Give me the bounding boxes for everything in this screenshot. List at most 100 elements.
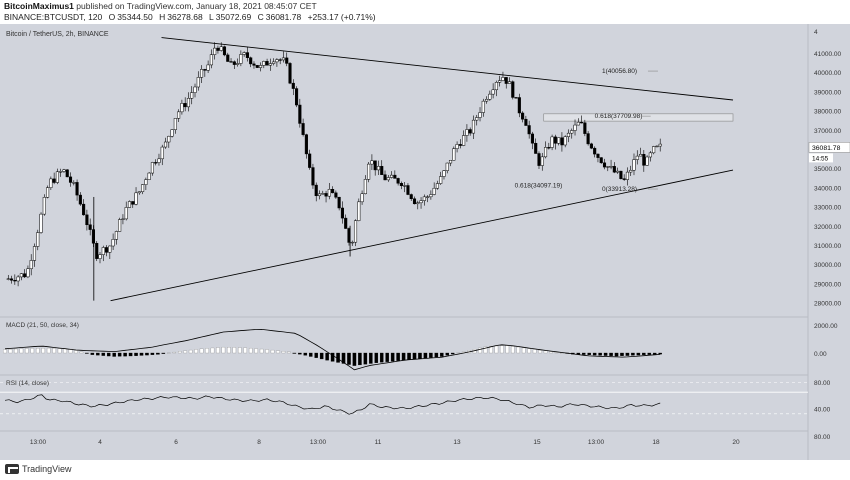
candle [157,158,161,163]
candle [530,133,534,144]
macd-histogram-bar [407,352,411,360]
tradingview-logo-icon [5,464,19,474]
candle [62,169,66,172]
candle [658,143,662,147]
macd-histogram-bar [205,348,209,354]
macd-histogram-bar [642,352,646,356]
macd-histogram-bar [652,352,657,355]
macd-histogram-bar [423,352,428,359]
candle [108,245,112,253]
candle [583,122,587,134]
rsi-tick-label: 80.00 [814,434,831,441]
y-tick-label: 30000.00 [814,262,841,269]
rsi-tick-label: 40.00 [814,406,831,413]
candle [203,69,207,71]
macd-histogram-bar [314,352,318,358]
candle [200,69,204,78]
macd-histogram-bar [363,352,368,365]
countdown-badge [809,153,833,163]
macd-histogram-bar [412,352,417,360]
macd-histogram-bar [429,352,433,358]
candle [72,182,76,184]
candle [78,194,82,205]
candle [619,170,623,179]
candle [131,201,135,205]
candle [448,160,453,164]
macd-histogram-bar [396,352,400,361]
candle [550,136,554,148]
candle [6,278,10,280]
x-tick-label: 18 [652,439,660,446]
macd-histogram-bar [369,352,373,364]
candle [272,61,276,64]
macd-histogram-bar [74,350,78,354]
candle [488,93,492,100]
candle [183,103,187,108]
candle [222,46,227,56]
macd-histogram-bar [440,352,444,357]
candle [291,82,295,89]
chart-area[interactable]: 28000.00 29000.00 30000.00 31000.00 32000.00… [0,24,850,460]
candle [586,133,590,145]
candle [186,98,191,108]
macd-histogram-bar [243,347,247,354]
candle [439,176,443,184]
chart-header: BitcoinMaximus1 published on TradingView… [0,0,850,24]
candle [367,163,371,180]
candle [471,119,476,134]
candle [648,152,652,158]
x-tick-label: 13 [453,439,461,446]
candle [314,184,318,197]
macd-tick-label: 0.00 [814,351,827,358]
macd-histogram-bar [582,352,586,355]
candle [193,86,197,93]
x-tick-label: 8 [257,439,261,446]
candle [160,146,164,160]
tradingview-logo[interactable]: TradingView [5,464,72,474]
candle [514,97,518,99]
chart-svg[interactable]: 28000.00 29000.00 30000.00 31000.00 32000.00… [0,24,850,460]
macd-histogram-bar [134,352,138,356]
candle [98,254,102,259]
macd-histogram-bar [139,352,144,356]
candle [170,129,174,137]
candle [357,201,361,221]
candle [606,166,610,168]
candle [452,148,456,161]
macd-histogram-bar [554,352,559,354]
candle [478,112,482,118]
macd-histogram-bar [117,352,122,357]
candle [196,77,200,88]
candle [32,246,37,261]
candle [386,177,390,181]
macd-histogram-bar [161,352,166,354]
macd-histogram-bar [128,352,133,357]
macd-histogram-bar [625,352,630,356]
fib-label: 1(40056.80) [602,68,637,75]
published-text: published on TradingView.com, January 18… [76,1,317,11]
candle [311,167,315,186]
close-value: 36081.78 [265,12,302,22]
y-tick-label: 31000.00 [814,243,841,250]
candle [622,178,626,180]
ohlc-line: BINANCE:BTCUSDT, 120 O 35344.50 H 36278.68… [4,12,376,22]
macd-histogram-bar [96,352,100,356]
candle [406,185,410,195]
candle [462,135,466,146]
candle [589,143,593,149]
candle [602,162,607,168]
macd-histogram-bar [172,351,177,354]
macd-histogram-bar [385,352,389,362]
author-name[interactable]: BitcoinMaximus1 [4,1,74,11]
macd-title: MACD (21, 50, close, 34) [6,322,79,329]
candle [383,174,387,181]
macd-histogram-bar [57,348,62,354]
macd-histogram-bar [658,352,662,355]
candle [344,217,348,229]
candle [59,171,63,173]
macd-histogram-bar [106,352,111,357]
candle [278,59,282,61]
candle [412,198,417,205]
candle [390,174,394,178]
macd-histogram-bar [549,351,553,354]
